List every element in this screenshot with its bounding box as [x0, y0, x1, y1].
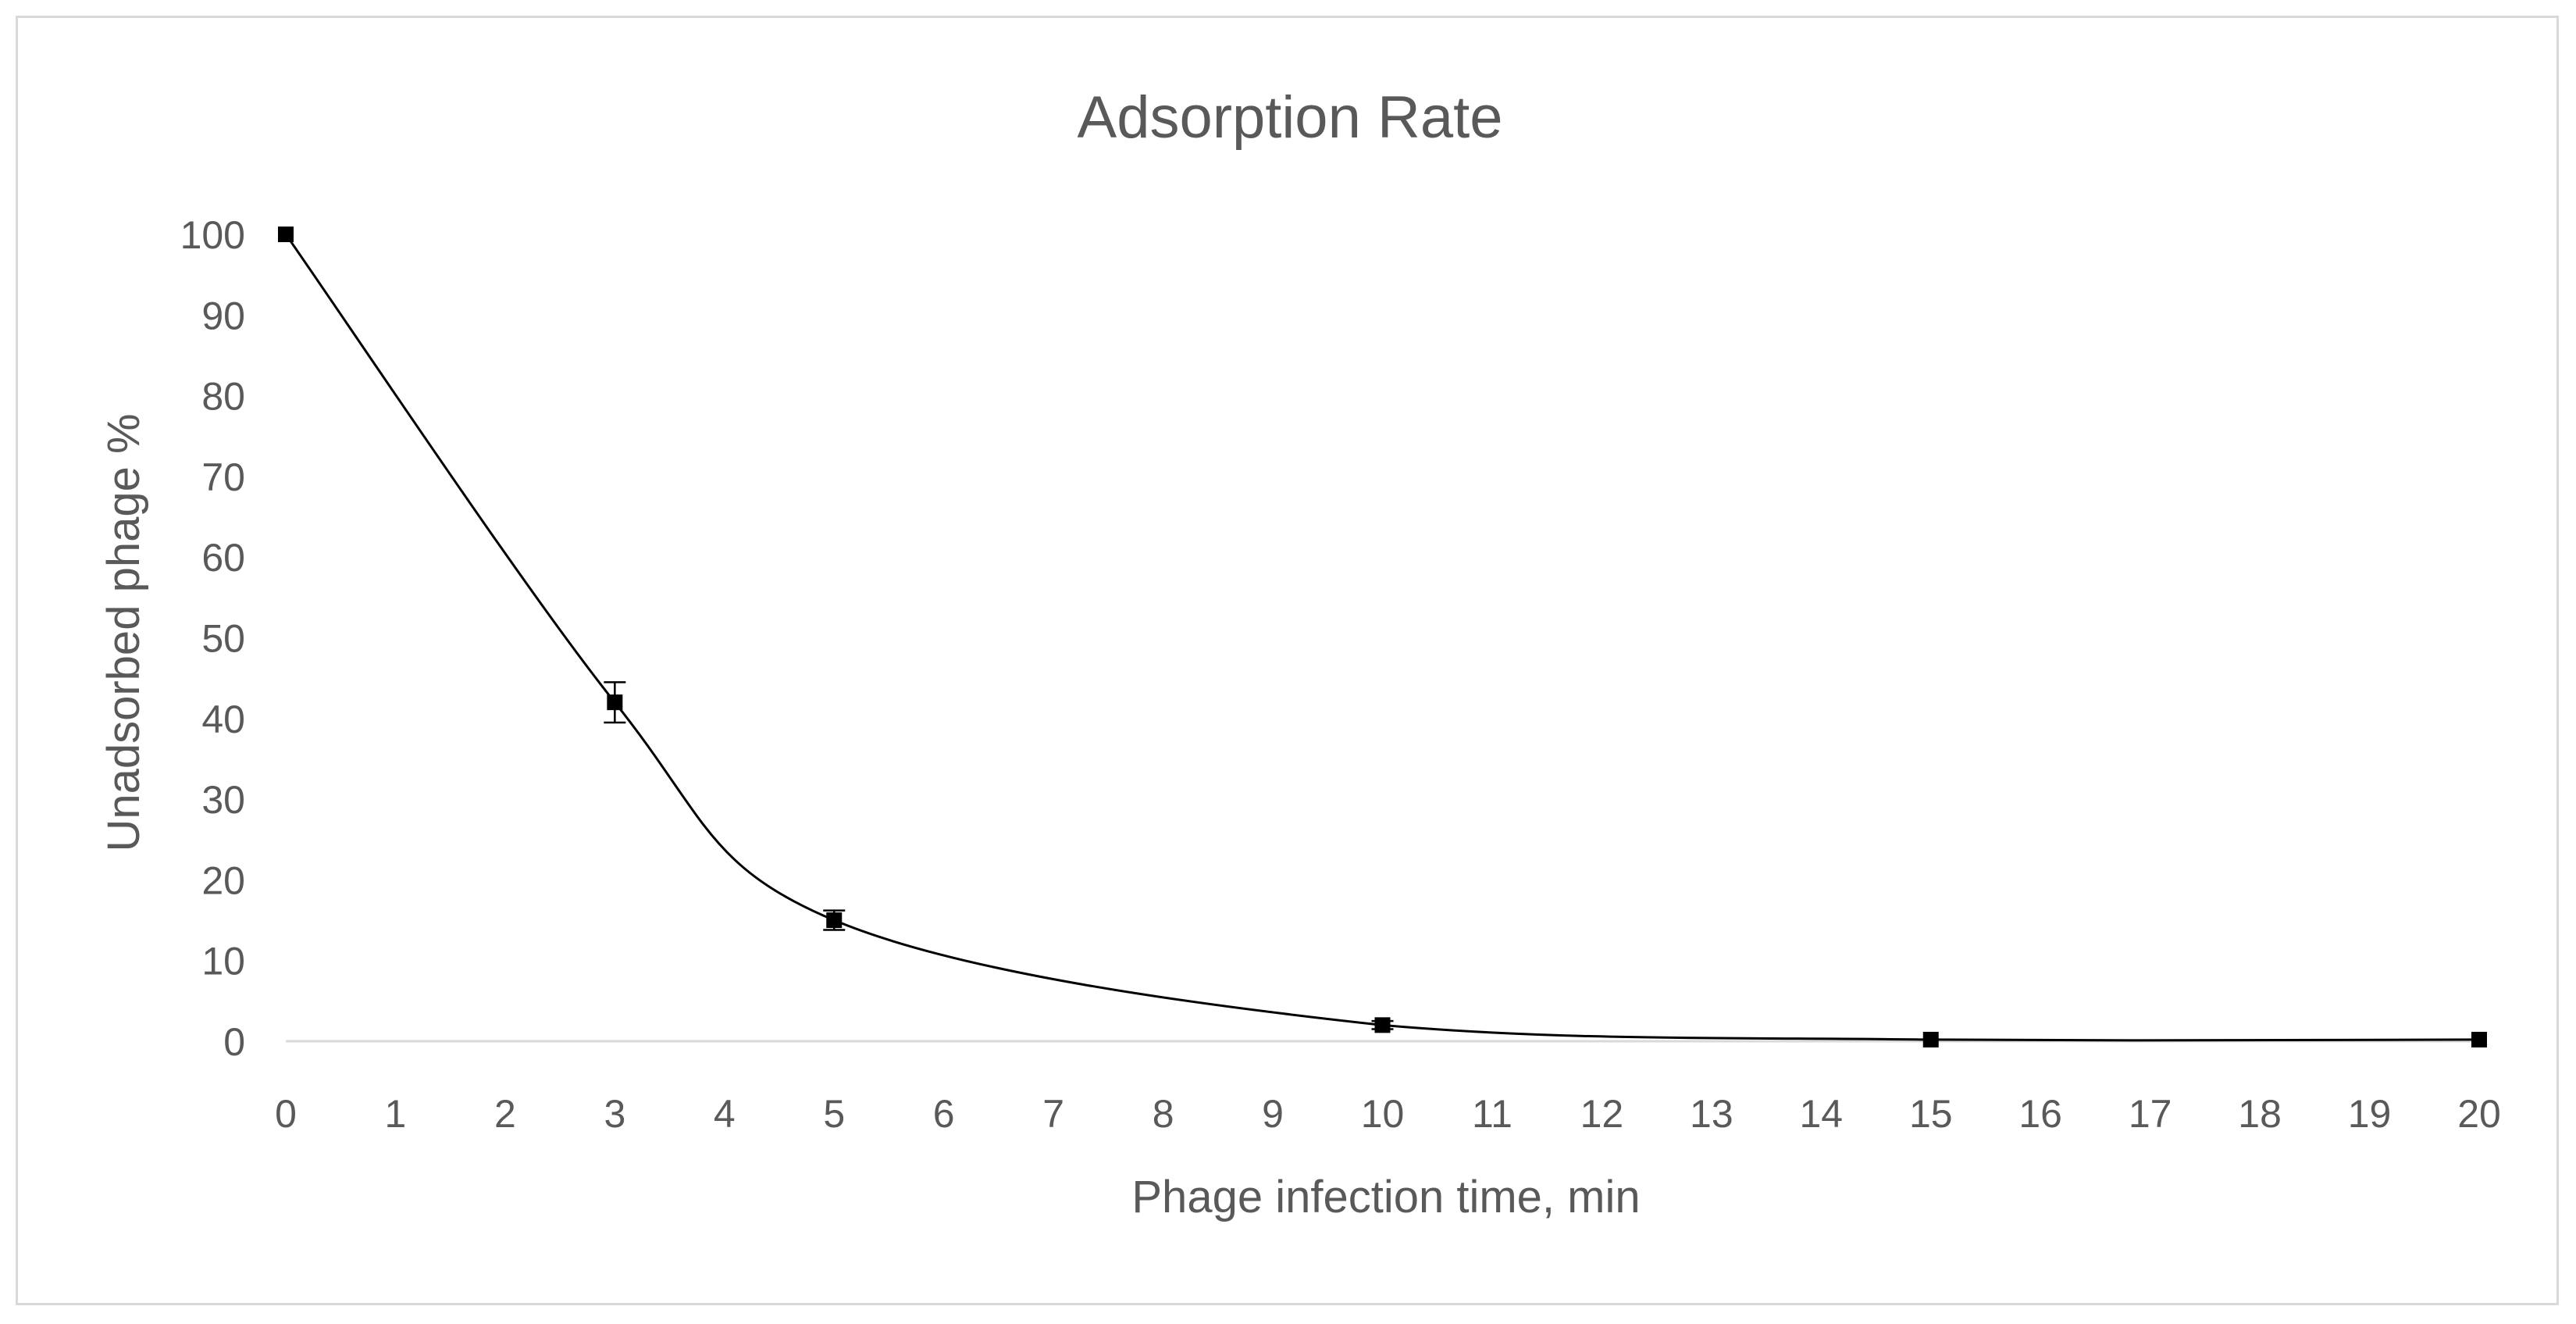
- chart-frame: [16, 16, 2559, 1305]
- y-tick-label: 20: [201, 858, 245, 902]
- data-point-marker: [278, 227, 294, 242]
- y-tick-label: 0: [223, 1020, 245, 1064]
- x-tick-label: 3: [604, 1092, 625, 1136]
- x-tick-label: 14: [1799, 1092, 1843, 1136]
- data-point-marker: [607, 694, 623, 711]
- x-tick-label: 13: [1690, 1092, 1733, 1136]
- x-tick-label: 6: [933, 1092, 955, 1136]
- series-line: [284, 234, 2480, 1042]
- data-point-marker: [826, 912, 843, 929]
- x-axis-title: Phage infection time, min: [1131, 1172, 1640, 1222]
- data-point-marker: [1374, 1017, 1391, 1033]
- x-tick-label: 4: [714, 1092, 736, 1136]
- x-tick-label: 20: [2457, 1092, 2501, 1136]
- x-tick-label: 8: [1153, 1092, 1174, 1136]
- data-point-marker: [2471, 1031, 2487, 1047]
- x-tick-label: 9: [1262, 1092, 1284, 1136]
- y-tick-labels: 0 10 20 30 40 50 60 70 80 90 100: [180, 213, 245, 1064]
- y-axis-title: Unadsorbed phage %: [98, 413, 149, 851]
- x-tick-label: 18: [2238, 1092, 2282, 1136]
- x-tick-label: 7: [1042, 1092, 1064, 1136]
- x-tick-label: 17: [2129, 1092, 2172, 1136]
- y-tick-label: 80: [201, 375, 245, 419]
- y-tick-label: 40: [201, 698, 245, 741]
- x-tick-label: 2: [494, 1092, 516, 1136]
- y-tick-label: 90: [201, 294, 245, 337]
- series-layer: [278, 227, 2487, 1047]
- x-tick-label: 15: [1909, 1092, 1953, 1136]
- y-tick-label: 70: [201, 455, 245, 499]
- chart-title: Adsorption Rate: [1078, 84, 1503, 151]
- x-tick-label: 1: [385, 1092, 407, 1136]
- x-tick-label: 10: [1361, 1092, 1405, 1136]
- y-tick-label: 30: [201, 778, 245, 822]
- x-tick-label: 12: [1580, 1092, 1624, 1136]
- x-tick-label: 0: [275, 1092, 297, 1136]
- data-point-marker: [1922, 1031, 1939, 1047]
- y-tick-label: 10: [201, 940, 245, 983]
- x-tick-label: 5: [823, 1092, 845, 1136]
- y-tick-label: 100: [180, 213, 245, 257]
- x-tick-label: 16: [2018, 1092, 2062, 1136]
- x-tick-label: 11: [1472, 1092, 1512, 1136]
- x-tick-labels: 0 1 2 3 4 5 6 7 8 9 10 11 12 13 14 15 16 17 18 19 20: [275, 1092, 2501, 1136]
- x-tick-label: 19: [2348, 1092, 2392, 1136]
- y-tick-label: 50: [201, 617, 245, 661]
- y-tick-label: 60: [201, 536, 245, 580]
